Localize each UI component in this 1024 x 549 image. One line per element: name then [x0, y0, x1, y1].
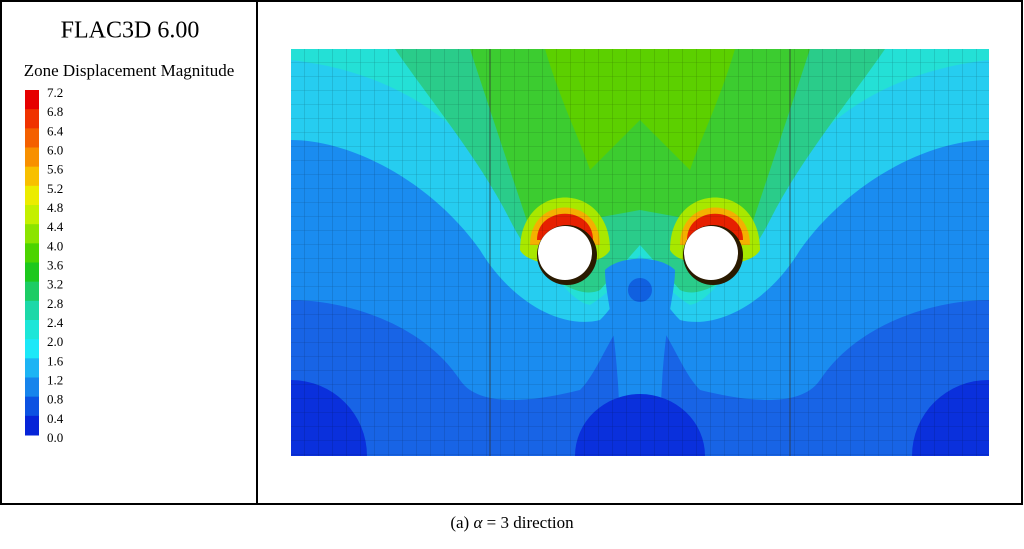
legend-swatch	[25, 205, 39, 225]
caption: (a) α = 3 direction	[450, 513, 574, 532]
legend-swatch	[25, 396, 39, 417]
legend-label: 0.8	[47, 392, 63, 407]
legend-swatch	[25, 185, 39, 206]
legend-swatch	[25, 147, 39, 168]
legend-label: 5.6	[47, 162, 64, 177]
caption-text: = 3 direction	[487, 513, 575, 532]
contour-plot	[291, 49, 989, 456]
legend-swatch	[25, 224, 39, 244]
legend-swatch	[25, 358, 39, 378]
caption-label: (a)	[450, 513, 469, 532]
legend-swatch	[25, 262, 39, 283]
legend-label: 6.8	[47, 104, 63, 119]
legend-label: 4.4	[47, 219, 64, 234]
legend-label: 3.6	[47, 257, 64, 272]
legend-label: 6.0	[47, 142, 63, 157]
legend: 7.2 6.8 6.4 6.0 5.6 5.2 4.8 4.4 4.0 3.6 3.2 2.8 2.4 2…	[25, 85, 64, 445]
legend-label: 1.6	[47, 353, 64, 368]
legend-swatch	[25, 166, 39, 187]
legend-label: 0.4	[47, 411, 64, 426]
legend-swatch	[25, 243, 39, 263]
legend-label: 5.2	[47, 181, 63, 196]
legend-label: 6.4	[47, 123, 64, 138]
legend-label: 4.8	[47, 200, 63, 215]
legend-swatch	[25, 128, 39, 148]
legend-swatch	[25, 109, 39, 129]
title: FLAC3D 6.00	[61, 18, 200, 44]
legend-swatch	[25, 320, 39, 340]
legend-swatch	[25, 300, 39, 321]
legend-label: 3.2	[47, 277, 63, 292]
legend-swatch	[25, 90, 39, 110]
legend-label: 2.0	[47, 334, 63, 349]
legend-swatch	[25, 339, 39, 359]
legend-swatch	[25, 415, 39, 436]
legend-label: 4.0	[47, 238, 63, 253]
legend-swatch	[25, 377, 39, 398]
legend-swatch	[25, 281, 39, 302]
legend-label: 2.4	[47, 315, 64, 330]
view-panel	[256, 0, 1023, 505]
caption-symbol: α	[473, 513, 483, 532]
legend-label: 7.2	[47, 85, 63, 100]
legend-label: 0.0	[47, 430, 63, 445]
subtitle: Zone Displacement Magnitude	[24, 61, 235, 80]
legend-label: 2.8	[47, 296, 63, 311]
legend-label: 1.2	[47, 372, 63, 387]
